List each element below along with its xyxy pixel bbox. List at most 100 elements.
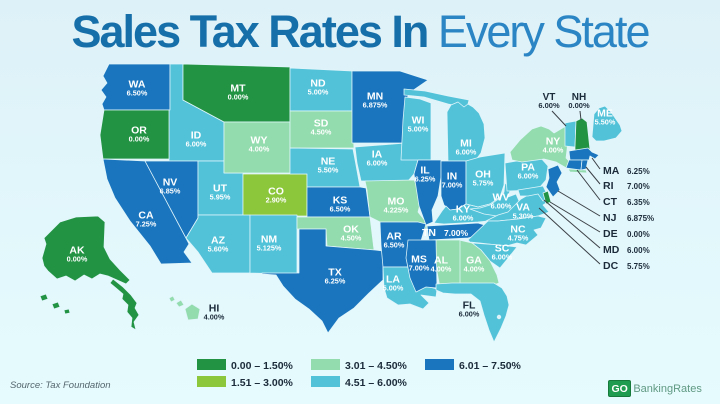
svg-text:4.00%: 4.00% (204, 313, 225, 322)
svg-text:6.50%: 6.50% (384, 241, 405, 250)
svg-text:MT: MT (230, 83, 246, 95)
svg-text:MS: MS (411, 254, 427, 266)
svg-text:6.25%: 6.25% (415, 175, 436, 184)
svg-text:6.00%: 6.00% (538, 101, 560, 110)
svg-text:5.50%: 5.50% (318, 166, 339, 175)
svg-text:6.00%: 6.00% (491, 202, 512, 211)
svg-text:AK: AK (69, 245, 85, 257)
svg-text:PA: PA (521, 162, 535, 174)
svg-text:7.00%: 7.00% (442, 181, 463, 190)
svg-text:KS: KS (333, 195, 348, 207)
svg-text:4.00%: 4.00% (249, 145, 270, 154)
svg-text:LA: LA (386, 274, 400, 286)
svg-text:0.00%: 0.00% (228, 93, 249, 102)
svg-text:NV: NV (163, 177, 178, 189)
svg-text:4.75%: 4.75% (508, 234, 529, 243)
svg-text:0.00%: 0.00% (627, 230, 650, 239)
svg-text:6.85%: 6.85% (160, 187, 181, 196)
svg-text:6.875%: 6.875% (627, 214, 654, 223)
svg-text:5.60%: 5.60% (208, 245, 229, 254)
svg-text:OR: OR (131, 125, 147, 137)
svg-text:0.00 – 1.50%: 0.00 – 1.50% (231, 360, 294, 372)
svg-text:6.00%: 6.00% (367, 159, 388, 168)
svg-text:RI: RI (603, 180, 614, 192)
svg-text:CA: CA (138, 210, 154, 222)
svg-text:0.00%: 0.00% (568, 101, 590, 110)
svg-text:WV: WV (493, 192, 510, 204)
svg-text:IN: IN (447, 171, 458, 183)
svg-text:NM: NM (261, 234, 278, 246)
svg-text:6.00%: 6.00% (627, 246, 650, 255)
svg-text:6.01 – 7.50%: 6.01 – 7.50% (459, 360, 522, 372)
svg-text:4.00%: 4.00% (543, 146, 564, 155)
svg-text:NE: NE (321, 156, 336, 168)
svg-text:TX: TX (328, 267, 341, 279)
svg-text:MO: MO (388, 196, 405, 208)
svg-text:4.50%: 4.50% (311, 128, 332, 137)
svg-text:4.00%: 4.00% (431, 265, 452, 274)
svg-text:NY: NY (546, 136, 561, 148)
svg-text:MN: MN (367, 91, 383, 103)
svg-text:WI: WI (412, 115, 425, 127)
svg-text:5.00%: 5.00% (383, 284, 404, 293)
svg-text:0.00%: 0.00% (129, 135, 150, 144)
svg-text:2.90%: 2.90% (266, 196, 287, 205)
svg-text:7.25%: 7.25% (136, 220, 157, 229)
svg-text:AR: AR (386, 231, 402, 243)
svg-text:CO: CO (268, 186, 284, 198)
svg-text:VA: VA (516, 202, 530, 214)
svg-text:6.875%: 6.875% (363, 101, 388, 110)
svg-text:SC: SC (495, 243, 510, 255)
svg-text:6.50%: 6.50% (127, 89, 148, 98)
svg-text:6.35%: 6.35% (627, 198, 650, 207)
svg-text:WA: WA (129, 79, 146, 91)
svg-text:MI: MI (460, 138, 472, 150)
svg-text:CT: CT (603, 196, 618, 208)
svg-text:OH: OH (475, 169, 491, 181)
svg-text:FL: FL (463, 300, 476, 312)
svg-text:AL: AL (434, 255, 449, 267)
svg-text:HI: HI (209, 303, 220, 315)
svg-text:6.00%: 6.00% (453, 214, 474, 223)
svg-text:5.30%: 5.30% (513, 212, 534, 221)
svg-text:KY: KY (456, 204, 471, 216)
svg-text:4.225%: 4.225% (384, 206, 409, 215)
svg-text:7.00%: 7.00% (409, 264, 430, 273)
svg-text:6.00%: 6.00% (492, 253, 513, 262)
svg-text:VT: VT (543, 92, 556, 103)
svg-text:6.50%: 6.50% (330, 205, 351, 214)
svg-text:5.75%: 5.75% (473, 179, 494, 188)
svg-text:UT: UT (213, 183, 228, 195)
svg-text:TN: TN (422, 227, 436, 239)
svg-text:3.01 – 4.50%: 3.01 – 4.50% (345, 360, 408, 372)
svg-text:5.95%: 5.95% (210, 193, 231, 202)
svg-text:4.51 – 6.00%: 4.51 – 6.00% (345, 377, 408, 389)
svg-text:0.00%: 0.00% (67, 255, 88, 264)
svg-text:4.00%: 4.00% (464, 265, 485, 274)
svg-text:5.50%: 5.50% (595, 118, 616, 127)
svg-text:6.25%: 6.25% (627, 167, 650, 176)
svg-text:NC: NC (510, 224, 526, 236)
svg-text:7.00%: 7.00% (444, 228, 469, 238)
svg-text:AZ: AZ (211, 235, 226, 247)
svg-text:4.50%: 4.50% (341, 234, 362, 243)
svg-text:6.00%: 6.00% (186, 140, 207, 149)
svg-text:IA: IA (372, 149, 383, 161)
svg-text:5.00%: 5.00% (408, 125, 429, 134)
svg-text:WY: WY (251, 135, 268, 147)
svg-text:6.25%: 6.25% (325, 277, 346, 286)
svg-text:6.00%: 6.00% (459, 310, 480, 319)
svg-text:ME: ME (597, 108, 613, 120)
svg-text:1.51 – 3.00%: 1.51 – 3.00% (231, 377, 294, 389)
svg-text:5.75%: 5.75% (627, 262, 650, 271)
svg-text:MD: MD (603, 244, 620, 256)
svg-text:OK: OK (343, 224, 359, 236)
svg-text:5.125%: 5.125% (257, 244, 282, 253)
svg-text:7.00%: 7.00% (627, 182, 650, 191)
svg-text:MA: MA (603, 165, 620, 177)
svg-text:IL: IL (420, 165, 430, 177)
svg-text:NJ: NJ (603, 212, 617, 224)
svg-text:DE: DE (603, 228, 618, 240)
svg-text:ND: ND (310, 78, 326, 90)
svg-text:ID: ID (191, 130, 202, 142)
